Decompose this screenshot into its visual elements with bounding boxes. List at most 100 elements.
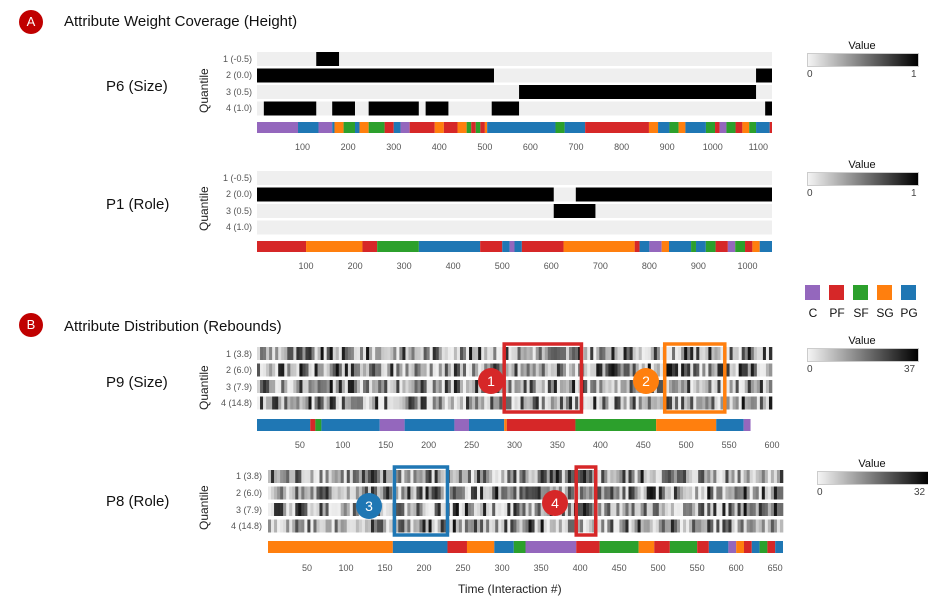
heatmap-cell — [455, 519, 460, 533]
heatmap-cell — [605, 380, 609, 393]
heatmap-cell — [316, 519, 320, 533]
role-segment — [649, 241, 662, 252]
heatmap-cell — [299, 396, 303, 410]
heatmap-cell — [737, 503, 741, 516]
heatmap-cell — [440, 470, 445, 483]
p8-legend-max: 32 — [914, 487, 926, 498]
heatmap-cell — [467, 486, 472, 500]
heatmap-cell — [616, 519, 620, 533]
heatmap-cell — [743, 503, 747, 516]
heatmap-cell — [626, 363, 630, 377]
heatmap-cell — [722, 486, 726, 500]
heatmap-cell — [338, 396, 343, 410]
x-tick-label: 250 — [464, 440, 479, 450]
heatmap-cell — [275, 380, 279, 393]
p6-quantile-1: 1 (-0.5) — [222, 54, 252, 64]
heatmap-cell — [520, 363, 524, 377]
heatmap-cell — [341, 380, 346, 393]
heatmap-cell — [317, 396, 321, 410]
heatmap-cell — [676, 486, 681, 500]
role-segment — [469, 419, 505, 431]
heatmap-cell — [437, 470, 441, 483]
heatmap-cell — [287, 347, 291, 360]
heatmap-cell — [564, 519, 569, 533]
heatmap-cell — [440, 503, 445, 516]
heatmap-cell — [447, 380, 452, 393]
x-tick-label: 600 — [523, 142, 538, 152]
heatmap-cell — [767, 519, 772, 533]
heatmap-cell — [393, 347, 397, 360]
heatmap-cell — [567, 470, 572, 483]
heatmap-cell — [701, 503, 705, 516]
heatmap-cell — [531, 470, 535, 483]
heatmap-cell — [675, 363, 679, 377]
heatmap-cell — [543, 470, 548, 483]
role-segment — [759, 241, 772, 252]
heatmap-cell — [472, 363, 476, 377]
heatmap-cell — [755, 486, 760, 500]
heatmap-cell — [301, 519, 305, 533]
heatmap-cell — [583, 503, 587, 516]
heatmap-cell — [732, 363, 736, 377]
heatmap-cell — [601, 470, 605, 483]
role-segment — [634, 241, 640, 252]
heatmap-cell — [707, 503, 711, 516]
heatmap-cell — [634, 503, 638, 516]
heatmap-cell — [570, 503, 575, 516]
heatmap-cell — [407, 470, 411, 483]
role-segment — [769, 122, 772, 133]
role-segment — [513, 541, 526, 553]
heatmap-cell — [765, 363, 770, 377]
heatmap-cell — [435, 380, 440, 393]
heatmap-cell — [729, 380, 733, 393]
heatmap-cell — [761, 503, 766, 516]
heatmap-cell — [280, 470, 284, 483]
heatmap-cell — [483, 503, 487, 516]
heatmap-cell — [380, 519, 384, 533]
role-segment — [691, 241, 696, 252]
x-tick-label: 300 — [495, 563, 510, 573]
heatmap-cell — [349, 503, 354, 516]
heatmap-cell — [535, 380, 540, 393]
heatmap-cell — [326, 347, 331, 360]
heatmap-cell — [599, 363, 603, 377]
heatmap-cell — [332, 396, 337, 410]
role-segment — [752, 241, 760, 252]
heatmap-cell — [665, 380, 670, 393]
role-swatch-pf — [829, 285, 844, 300]
role-segment — [669, 122, 679, 133]
heatmap-cell — [377, 519, 381, 533]
x-tick-label: 400 — [593, 440, 608, 450]
heatmap-cell — [593, 347, 597, 360]
heatmap-cell — [714, 363, 718, 377]
heatmap-cell — [504, 519, 508, 533]
heatmap-cell — [414, 363, 418, 377]
heatmap-cell — [559, 380, 564, 393]
heatmap-cell — [269, 380, 273, 393]
heatmap-cell — [323, 363, 327, 377]
heatmap-cell — [770, 486, 775, 500]
heatmap-cell — [299, 380, 303, 393]
heatmap-cell — [329, 380, 334, 393]
heatmap-cell — [305, 363, 309, 377]
heatmap-cell — [680, 470, 684, 483]
heatmap-cell — [423, 347, 427, 360]
heatmap-cell — [484, 396, 488, 410]
role-segment — [400, 122, 410, 133]
heatmap-cell — [428, 470, 432, 483]
heatmap-cell — [301, 470, 305, 483]
heatmap-cell — [490, 396, 494, 410]
heatmap-cell — [278, 363, 282, 377]
heatmap-cell — [378, 396, 382, 410]
heatmap-cell — [510, 519, 514, 533]
heatmap-cell — [528, 503, 532, 516]
x-tick-label: 100 — [299, 261, 314, 271]
heatmap-cell — [493, 396, 497, 410]
heatmap-cell — [332, 380, 337, 393]
heatmap-cell — [405, 363, 409, 377]
heatmap-cell — [461, 519, 466, 533]
p9-quantile-2: 2 (6.0) — [225, 365, 252, 375]
heatmap-cell — [480, 470, 484, 483]
heatmap-cell — [553, 380, 558, 393]
heatmap-cell — [726, 380, 730, 393]
